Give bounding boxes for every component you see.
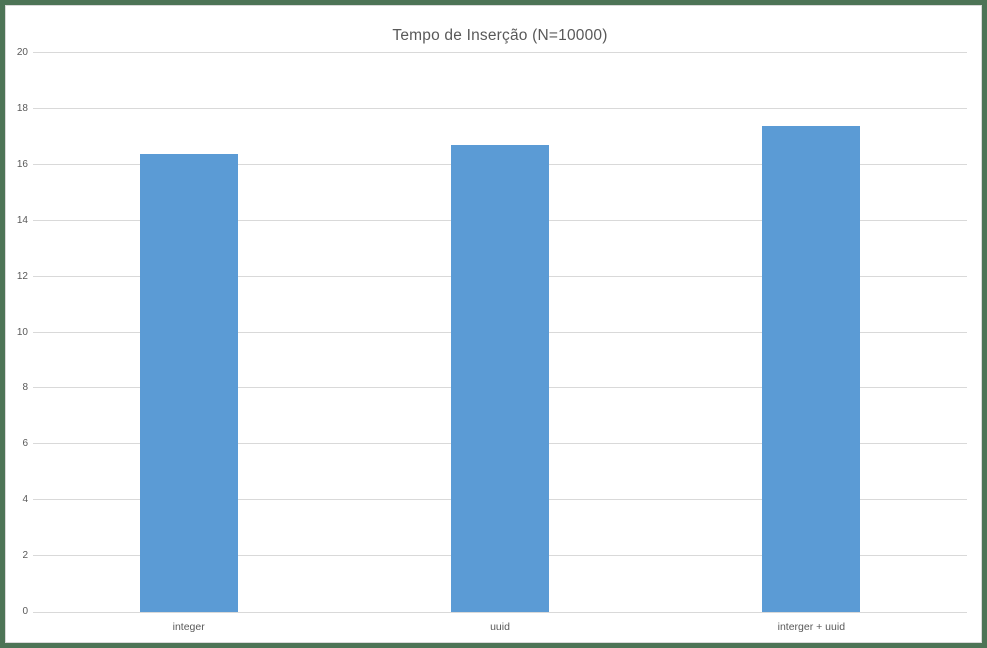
y-axis: 0 2 4 6 8 10 12 14 16 18 20 [6,47,28,617]
chart-surface: Tempo de Inserção (N=10000) 0 2 4 6 8 10 12 14 1… [5,5,982,643]
x-axis-category-label: interger + uuid [777,621,846,633]
y-axis-tick-label: 0 [22,606,28,617]
y-axis-tick-label: 14 [16,215,28,226]
gridline [33,108,967,109]
x-axis-line [33,612,967,613]
x-axis-category-label: uuid [490,621,510,633]
y-axis-tick-label: 4 [22,494,28,505]
bar-interger-uuid [762,126,860,612]
chart-title: Tempo de Inserção (N=10000) [392,27,608,44]
bar-uuid [451,145,549,612]
y-axis-tick-label: 2 [22,550,28,561]
y-axis-tick-label: 6 [22,438,28,449]
y-axis-tick-label: 12 [16,271,28,282]
y-axis-tick-label: 10 [16,327,28,338]
bar-integer [140,154,238,612]
x-axis-category-label: integer [172,621,205,633]
plot-area [33,52,967,613]
x-axis: integer uuid interger + uuid [33,618,967,634]
y-axis-tick-label: 8 [22,382,28,393]
y-axis-tick-label: 16 [16,159,28,170]
y-axis-tick-label: 18 [16,103,28,114]
y-axis-tick-label: 20 [16,47,28,58]
gridline [33,52,967,53]
